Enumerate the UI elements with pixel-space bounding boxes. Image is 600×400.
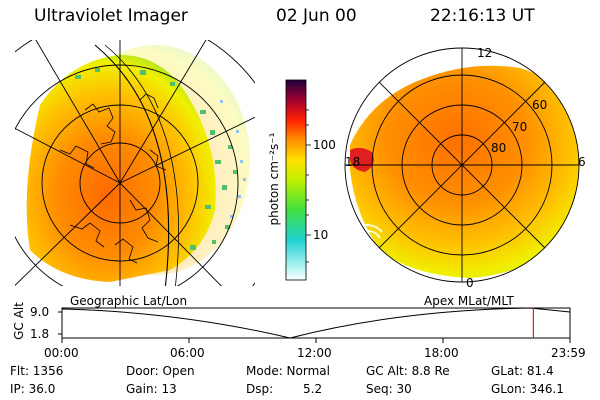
mlt-label-6: 6 (578, 155, 586, 169)
colorbar-label: photon cm⁻²s⁻¹ (267, 132, 281, 226)
lat-label-60: 60 (532, 98, 548, 112)
flight-info: Flt: 1356 (10, 364, 64, 378)
geo-latitude-info: GLat: 81.4 (491, 364, 554, 378)
date-label: 02 Jun 00 (276, 6, 357, 26)
door-info: Door: Open (126, 364, 195, 378)
orbit-ytick-max: 9.0 (30, 305, 50, 319)
mlt-label-12: 12 (477, 46, 493, 60)
orbit-xtick-0: 00:00 (44, 346, 79, 360)
sequence-info: Seq: 30 (366, 382, 412, 396)
lat-label-70: 70 (512, 120, 528, 134)
lat-label-80: 80 (491, 141, 507, 155)
ip-info: IP: 36.0 (10, 382, 56, 396)
dsp-label: Dsp: (246, 382, 274, 396)
orbit-plot (58, 307, 571, 343)
gain-info: Gain: 13 (126, 382, 177, 396)
colorbar-tick-100: 100 (313, 138, 336, 152)
geo-longitude-info: GLon: 346.1 (491, 382, 564, 396)
mode-info: Mode: Normal (246, 364, 330, 378)
colorbar (285, 79, 307, 281)
orbit-xtick-2: 12:00 (297, 346, 332, 360)
mlt-label-18: 18 (345, 155, 361, 169)
instrument-title: Ultraviolet Imager (34, 6, 188, 26)
right-image (344, 47, 580, 283)
colorbar-tick-10: 10 (313, 228, 329, 242)
orbit-ylabel: GC Alt (12, 302, 26, 340)
mlt-label-0: 0 (466, 276, 474, 290)
right-panel-caption: Apex MLat/MLT (424, 294, 514, 308)
time-label: 22:16:13 UT (430, 6, 535, 26)
orbit-ytick-min: 1.8 (30, 327, 50, 341)
left-image (15, 40, 255, 286)
orbit-xtick-1: 06:00 (170, 346, 205, 360)
dsp-value: 5.2 (303, 382, 323, 396)
orbit-xtick-3: 18:00 (424, 346, 459, 360)
colorbar-ticks (306, 109, 311, 263)
left-panel-caption: Geographic Lat/Lon (70, 294, 188, 308)
gc-altitude-info: GC Alt: 8.8 Re (366, 364, 450, 378)
orbit-xtick-4: 23:59 (551, 346, 586, 360)
